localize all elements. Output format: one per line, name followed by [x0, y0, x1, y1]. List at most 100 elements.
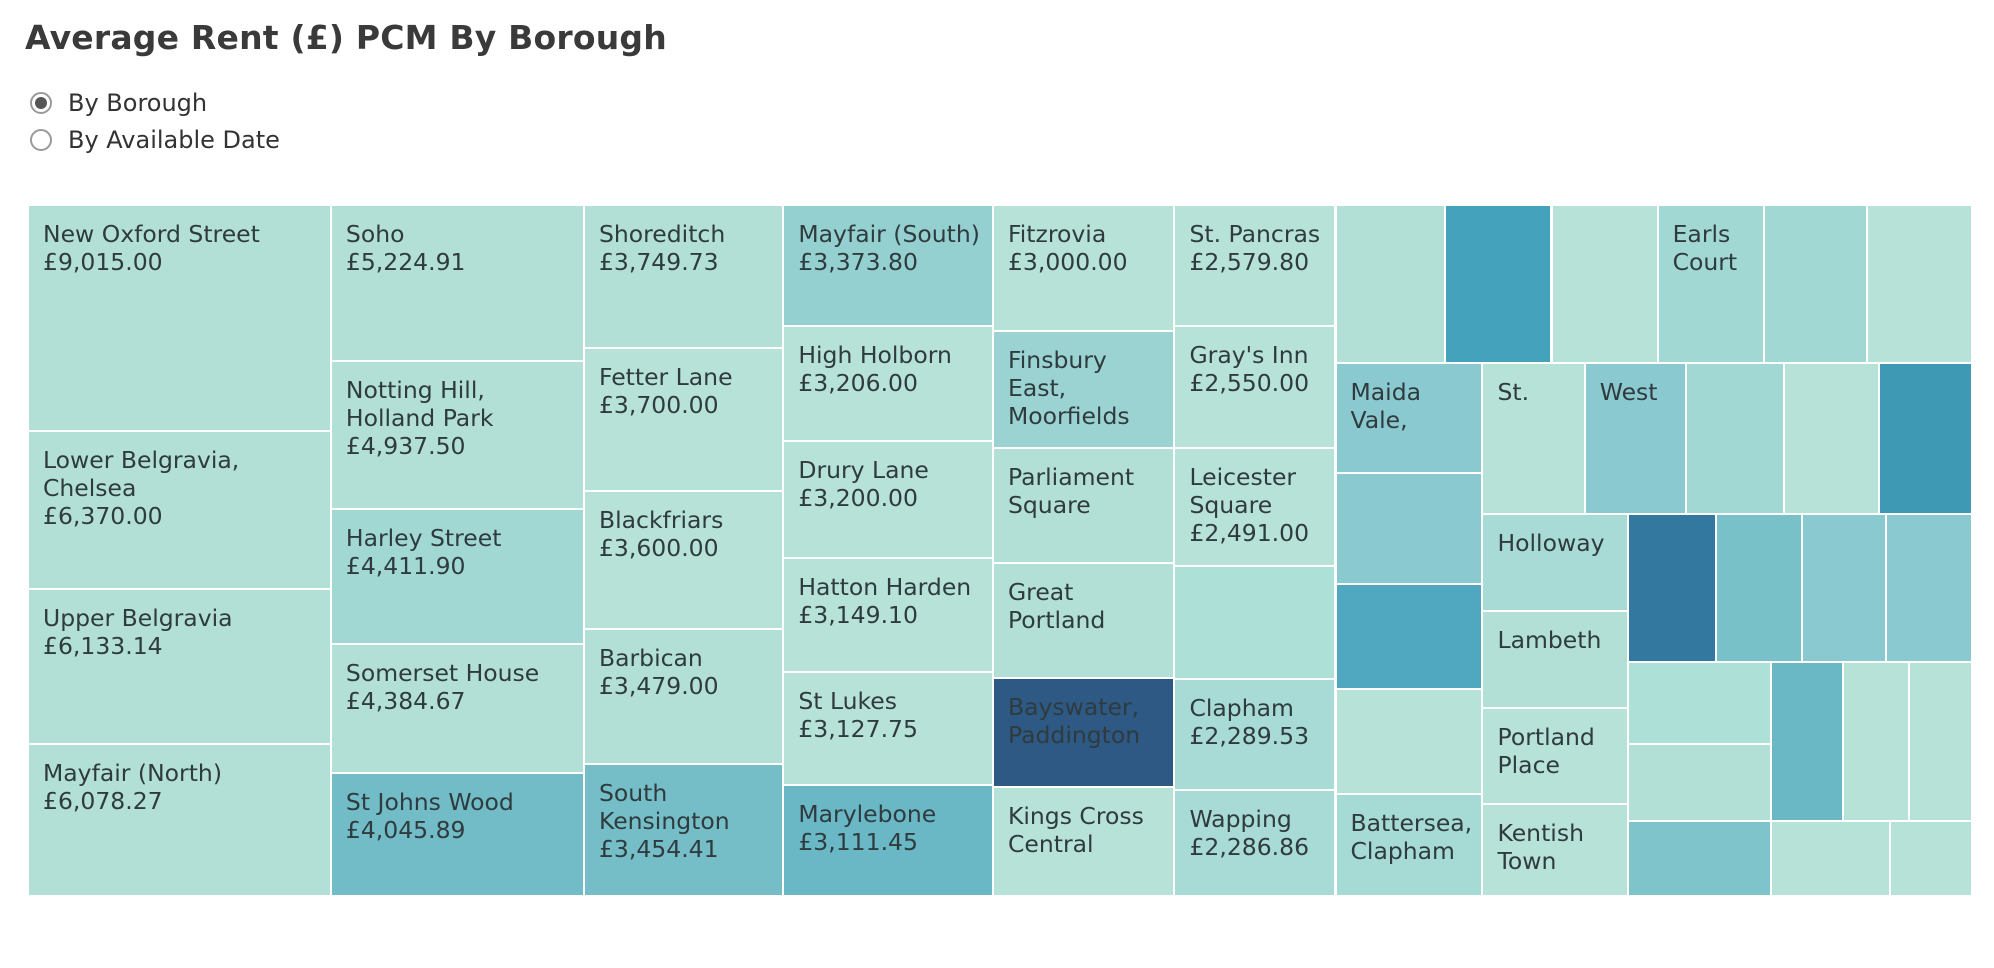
treemap-cell[interactable]: St Lukes £3,127.75 — [783, 672, 993, 785]
cell-name: Shoreditch — [598, 220, 726, 248]
cell-label: Marylebone £3,111.45 — [798, 800, 986, 856]
treemap-cell[interactable]: St. Pancras £2,579.80 — [1174, 205, 1336, 327]
cell-name: Soho — [345, 220, 405, 248]
cell-name: Gray's Inn — [1189, 341, 1309, 370]
treemap-cell[interactable] — [1716, 514, 1802, 663]
treemap-cell[interactable]: New Oxford Street £9,015.00 — [28, 205, 331, 432]
treemap-cell[interactable]: West — [1584, 363, 1686, 515]
treemap-cell[interactable] — [1628, 662, 1772, 744]
treemap-cell[interactable]: Harley Street £4,411.90 — [330, 508, 584, 645]
treemap-cell[interactable]: Barbican £3,479.00 — [583, 629, 784, 765]
treemap-cell[interactable]: Wapping £2,286.86 — [1174, 789, 1336, 896]
treemap-cell[interactable] — [1445, 205, 1552, 364]
treemap-cell[interactable]: St Johns Wood £4,045.89 — [330, 773, 584, 896]
treemap-cell[interactable]: Earls Court — [1657, 205, 1764, 364]
treemap-cell[interactable] — [1628, 514, 1717, 663]
treemap-cell[interactable]: Gray's Inn £2,550.00 — [1174, 326, 1336, 448]
treemap-cell[interactable]: Blackfriars £3,600.00 — [583, 491, 784, 630]
treemap-cell[interactable]: Marylebone £3,111.45 — [783, 784, 993, 896]
treemap-cell[interactable]: Drury Lane £3,200.00 — [783, 441, 993, 558]
treemap-cell[interactable] — [1784, 363, 1879, 515]
treemap-cell[interactable]: Portland Place — [1482, 708, 1629, 805]
treemap-cell[interactable] — [1335, 689, 1483, 794]
treemap-cell[interactable] — [1886, 514, 1972, 663]
treemap-cell[interactable] — [1771, 820, 1891, 896]
treemap-cell[interactable]: Holloway — [1482, 514, 1629, 612]
treemap-cell[interactable] — [1842, 662, 1910, 821]
treemap-cell[interactable]: Finsbury East, Moorfields — [992, 331, 1175, 448]
treemap-cell[interactable]: Notting Hill, Holland Park £4,937.50 — [330, 360, 584, 509]
cell-label: Leicester Square £2,491.00 — [1189, 463, 1328, 547]
cell-label: St. Pancras £2,579.80 — [1189, 220, 1328, 276]
treemap-cell[interactable] — [1890, 820, 1972, 896]
treemap-cell[interactable] — [1335, 473, 1483, 585]
treemap-cell[interactable] — [1802, 514, 1887, 663]
cell-name: Harley Street — [345, 523, 502, 552]
treemap-cell[interactable] — [1878, 363, 1972, 515]
treemap-cell[interactable]: Lower Belgravia, Chelsea £6,370.00 — [28, 431, 331, 590]
radio-by-available-date[interactable]: By Available Date — [30, 121, 280, 158]
cell-name: Finsbury East, Moorfields — [1007, 346, 1130, 431]
treemap-cell[interactable] — [1628, 744, 1772, 821]
treemap-cell[interactable]: Kentish Town — [1482, 804, 1629, 896]
cell-name: West — [1599, 378, 1658, 407]
cell-value: £3,479.00 — [598, 672, 719, 701]
cell-name: Lambeth — [1497, 626, 1602, 655]
treemap-cell[interactable]: Mayfair (North) £6,078.27 — [28, 744, 331, 896]
treemap-cell[interactable]: Great Portland — [992, 562, 1175, 678]
cell-value: £3,200.00 — [798, 484, 918, 513]
cell-name: Barbican — [598, 644, 703, 673]
radio-selected-icon[interactable] — [30, 91, 52, 114]
treemap-cell[interactable] — [1628, 820, 1772, 896]
treemap-cell[interactable]: Hatton Harden £3,149.10 — [783, 557, 993, 673]
treemap-cell[interactable]: Fetter Lane £3,700.00 — [583, 348, 784, 492]
treemap-cell[interactable]: St. — [1482, 363, 1585, 515]
treemap-cell[interactable]: South Kensington £3,454.41 — [583, 764, 784, 896]
treemap-cell[interactable] — [1551, 205, 1658, 364]
cell-value: £3,206.00 — [798, 369, 918, 398]
cell-label: New Oxford Street £9,015.00 — [43, 220, 324, 276]
treemap-cell[interactable] — [1771, 662, 1843, 821]
treemap-cell[interactable]: Parliament Square — [992, 447, 1175, 563]
radio-by-borough[interactable]: By Borough — [30, 84, 280, 121]
cell-value: £2,289.53 — [1189, 721, 1310, 750]
cell-label: Finsbury East, Moorfields — [1008, 346, 1167, 430]
treemap-cell[interactable]: Soho £5,224.91 — [330, 205, 584, 361]
view-toggle: By Borough By Available Date — [30, 84, 280, 158]
treemap-cell[interactable]: Mayfair (South) £3,373.80 — [783, 205, 993, 327]
cell-name: Mayfair (South) — [798, 220, 980, 248]
treemap-cell[interactable]: Maida Vale, — [1335, 363, 1483, 474]
treemap-cell[interactable] — [1335, 205, 1446, 364]
cell-label: Holloway — [1497, 529, 1621, 557]
treemap-cell[interactable]: Leicester Square £2,491.00 — [1174, 447, 1336, 567]
treemap-cell[interactable]: Kings Cross Central — [992, 787, 1175, 896]
treemap-cell[interactable] — [1685, 363, 1785, 515]
radio-unselected-icon[interactable] — [30, 128, 52, 151]
treemap-cell[interactable] — [1335, 584, 1483, 690]
treemap-cell[interactable] — [1763, 205, 1868, 364]
treemap-cell[interactable]: Shoreditch £3,749.73 — [583, 205, 784, 349]
cell-label: Mayfair (North) £6,078.27 — [43, 759, 324, 815]
treemap-cell[interactable]: Fitzrovia £3,000.00 — [992, 205, 1175, 332]
treemap-cell[interactable]: Somerset House £4,384.67 — [330, 644, 584, 774]
cell-name: Somerset House — [345, 659, 540, 688]
cell-name: Blackfriars — [598, 506, 724, 535]
treemap-cell[interactable]: Bayswater, Paddington — [992, 677, 1175, 788]
treemap-cell[interactable]: Battersea, Clapham — [1335, 793, 1483, 896]
cell-name: Fetter Lane — [598, 363, 733, 392]
page-title: Average Rent (£) PCM By Borough — [25, 18, 667, 57]
treemap-cell[interactable] — [1909, 662, 1972, 821]
cell-label: Parliament Square — [1008, 463, 1167, 519]
cell-label: South Kensington £3,454.41 — [599, 779, 776, 863]
treemap-cell[interactable] — [1867, 205, 1972, 364]
treemap-cell[interactable]: Clapham £2,289.53 — [1174, 678, 1336, 790]
cell-name: South Kensington — [598, 779, 730, 836]
radio-label: By Borough — [68, 88, 208, 117]
cell-value: £6,078.27 — [43, 787, 163, 815]
treemap-cell[interactable] — [1174, 566, 1336, 679]
treemap-cell[interactable]: Upper Belgravia £6,133.14 — [28, 589, 331, 744]
cell-name: Wapping — [1189, 804, 1292, 833]
treemap-cell[interactable]: Lambeth — [1482, 611, 1629, 709]
cell-value: £2,550.00 — [1189, 369, 1310, 398]
treemap-cell[interactable]: High Holborn £3,206.00 — [783, 326, 993, 442]
